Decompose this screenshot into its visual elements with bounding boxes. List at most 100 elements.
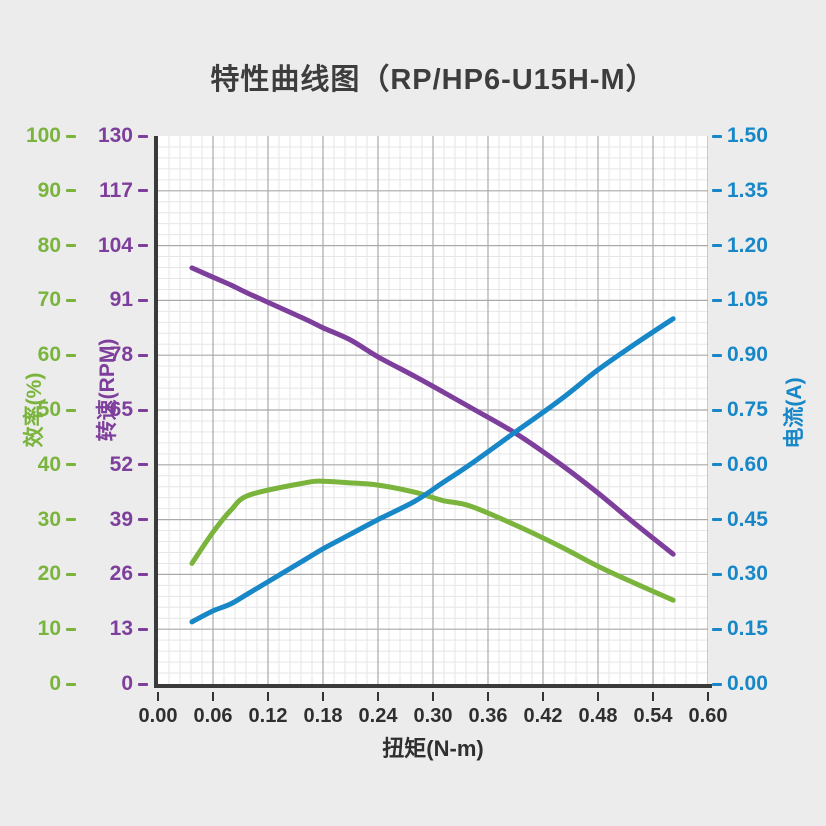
efficiency-tick-tick-mark	[66, 134, 76, 138]
x-tick-label: 0.48	[578, 705, 618, 727]
x-tick-mark	[597, 692, 599, 701]
current-tick-tick-mark	[712, 682, 722, 686]
current-tick: 0.15	[712, 617, 822, 641]
efficiency-tick-value: 80	[37, 233, 61, 257]
x-tick-mark	[652, 692, 654, 701]
speed-tick-value: 13	[109, 617, 133, 641]
x-tick-mark	[157, 692, 159, 701]
efficiency-tick-value: 50	[37, 398, 61, 421]
x-tick-mark	[377, 692, 379, 701]
current-tick-tick-mark	[712, 134, 722, 138]
x-tick-label: 0.30	[413, 705, 453, 727]
x-tick-mark	[212, 692, 214, 701]
speed-tick-value: 117	[99, 178, 133, 202]
efficiency-tick-tick-mark	[66, 353, 76, 357]
efficiency-tick-tick-mark	[66, 682, 76, 686]
current-tick-value: 1.05	[727, 288, 768, 312]
x-axis-title: 扭矩(N-m)	[382, 736, 484, 761]
efficiency-tick-value: 40	[37, 452, 61, 476]
efficiency-curve	[189, 478, 676, 603]
plot-canvas	[158, 136, 708, 684]
speed-tick-value: 130	[97, 124, 133, 147]
current-tick-tick-mark	[712, 189, 722, 193]
efficiency-tick: 100	[0, 124, 76, 148]
efficiency-tick: 40	[0, 453, 76, 477]
current-tick-value: 1.20	[727, 233, 768, 257]
current-tick-value: 0.30	[727, 562, 768, 586]
x-tick-mark	[322, 692, 324, 701]
current-tick-tick-mark	[712, 353, 722, 357]
current-tick: 0.90	[712, 343, 822, 367]
efficiency-tick-value: 20	[37, 562, 61, 586]
current-tick: 0.75	[712, 398, 822, 422]
current-tick-value: 0.75	[727, 398, 768, 421]
speed-tick: 117	[0, 179, 148, 203]
current-tick: 1.35	[712, 179, 822, 203]
efficiency-tick-value: 90	[37, 178, 61, 202]
speed-tick-value: 91	[109, 288, 133, 312]
efficiency-tick-tick-mark	[66, 572, 76, 576]
current-tick-value: 0.00	[727, 672, 768, 695]
speed-tick-tick-mark	[138, 627, 148, 631]
x-tick-label: 0.36	[468, 705, 508, 727]
efficiency-axis-title: 效率(%)	[23, 372, 46, 448]
speed-tick: 0	[0, 672, 148, 696]
current-tick-tick-mark	[712, 572, 722, 576]
efficiency-tick-tick-mark	[66, 244, 76, 248]
x-tick-label: 0.60	[688, 705, 728, 727]
efficiency-tick-tick-mark	[66, 189, 76, 193]
current-tick: 0.60	[712, 453, 822, 477]
efficiency-tick: 20	[0, 562, 76, 586]
current-tick: 1.20	[712, 234, 822, 258]
speed-tick-tick-mark	[138, 189, 148, 193]
speed-tick-tick-mark	[138, 572, 148, 576]
current-tick-value: 0.60	[727, 452, 768, 476]
efficiency-tick-tick-mark	[66, 298, 76, 302]
current-tick-tick-mark	[712, 408, 722, 412]
speed-tick: 13	[0, 617, 148, 641]
x-axis-line	[154, 684, 712, 688]
x-tick-label: 0.06	[193, 705, 233, 727]
efficiency-tick: 60	[0, 343, 76, 367]
speed-tick: 104	[0, 234, 148, 258]
current-tick: 0.45	[712, 508, 822, 532]
efficiency-tick-tick-mark	[66, 518, 76, 522]
efficiency-tick-value: 30	[37, 507, 61, 531]
efficiency-tick-tick-mark	[66, 627, 76, 631]
efficiency-tick: 70	[0, 288, 76, 312]
x-tick-label: 0.24	[358, 705, 398, 727]
current-tick-value: 0.90	[727, 343, 768, 367]
y-axis-line	[154, 136, 158, 688]
efficiency-tick: 50	[0, 398, 76, 422]
current-tick: 0.30	[712, 562, 822, 586]
speed-tick: 78	[0, 343, 148, 367]
speed-tick-value: 39	[109, 507, 133, 531]
current-tick-value: 1.50	[727, 124, 768, 147]
current-tick-tick-mark	[712, 463, 722, 467]
current-curve	[189, 316, 676, 625]
current-tick-tick-mark	[712, 244, 722, 248]
speed-tick-value: 52	[109, 452, 133, 476]
speed-tick: 26	[0, 562, 148, 586]
x-tick-mark	[267, 692, 269, 701]
speed-tick-tick-mark	[138, 353, 148, 357]
x-tick-label: 0.12	[248, 705, 288, 727]
speed-axis-title: 转速(RPM)	[96, 338, 119, 442]
speed-tick: 65	[0, 398, 148, 422]
speed-tick-value: 78	[109, 343, 133, 367]
speed-tick-value: 65	[109, 398, 133, 421]
x-tick-label: 0.54	[633, 705, 673, 727]
current-tick-value: 0.15	[727, 617, 768, 641]
x-tick-label: 0.18	[303, 705, 343, 727]
x-tick-label: 0.00	[138, 705, 178, 727]
speed-tick: 52	[0, 453, 148, 477]
efficiency-tick: 80	[0, 234, 76, 258]
efficiency-tick: 0	[0, 672, 76, 696]
x-tick-mark	[487, 692, 489, 701]
speed-tick: 91	[0, 288, 148, 312]
efficiency-tick: 10	[0, 617, 76, 641]
speed-tick-tick-mark	[138, 134, 148, 138]
current-tick-value: 1.35	[727, 178, 768, 202]
efficiency-tick-value: 10	[37, 617, 61, 641]
